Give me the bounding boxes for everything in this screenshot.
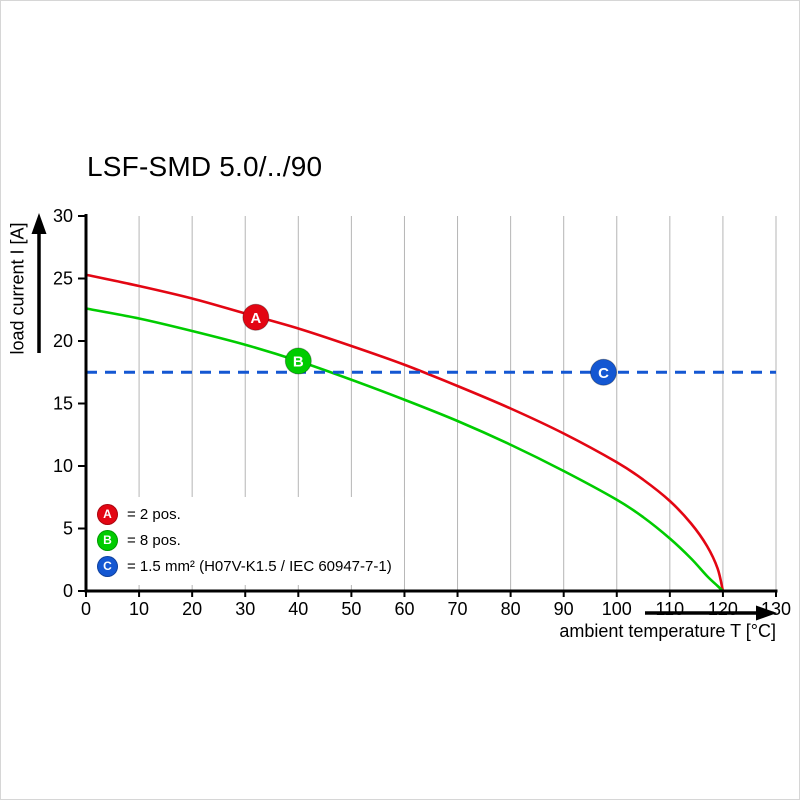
marker-b-badge <box>284 347 312 375</box>
x-tick-label: 100 <box>602 599 632 619</box>
y-tick-label: 0 <box>63 581 73 601</box>
marker-b-letter: B <box>293 354 304 371</box>
series-B-curve <box>84 307 725 593</box>
legend-badge-c-icon: C <box>97 555 118 577</box>
y-tick-label: 20 <box>53 331 73 351</box>
x-tick-label: 30 <box>235 599 255 619</box>
legend-badge-a-icon: A <box>97 503 118 525</box>
chart-title: LSF-SMD 5.0/../90 <box>87 151 323 182</box>
legend-badge-a-letter: A <box>103 507 112 521</box>
legend-badge-b-icon: B <box>97 529 118 551</box>
x-tick-label: 20 <box>182 599 202 619</box>
x-tick-label: 70 <box>448 599 468 619</box>
marker-c-letter: C <box>598 365 609 382</box>
marker-c-badge <box>590 358 617 386</box>
legend-item-a: A = 2 pos. <box>97 501 392 527</box>
legend-label-c: = 1.5 mm² (H07V-K1.5 / IEC 60947-7-1) <box>127 557 392 575</box>
legend-label-a: = 2 pos. <box>127 505 181 523</box>
y-tick-label: 5 <box>63 519 73 539</box>
x-tick-label: 40 <box>288 599 308 619</box>
x-tick-label: 50 <box>341 599 361 619</box>
x-axis-arrow-icon <box>756 605 777 621</box>
x-axis-label: ambient temperature T [°C] <box>559 621 776 641</box>
x-tick-label: 60 <box>394 599 414 619</box>
series-A-curve <box>84 273 725 593</box>
legend-item-b: B = 8 pos. <box>97 527 392 553</box>
y-tick-label: 10 <box>53 456 73 476</box>
x-tick-label: 10 <box>129 599 149 619</box>
y-tick-label: 15 <box>53 394 73 414</box>
y-axis-arrow-icon <box>31 213 47 234</box>
legend-badge-c-letter: C <box>103 559 112 573</box>
legend-badge-b-letter: B <box>103 533 112 547</box>
x-tick-label: 120 <box>708 599 738 619</box>
y-tick-label: 25 <box>53 269 73 289</box>
y-tick-label: 30 <box>53 206 73 226</box>
legend: A = 2 pos. B = 8 pos. C = 1.5 mm² (H07V-… <box>93 497 404 585</box>
x-tick-label: 90 <box>554 599 574 619</box>
marker-a-badge <box>242 303 270 331</box>
legend-label-b: = 8 pos. <box>127 531 181 549</box>
legend-item-c: C = 1.5 mm² (H07V-K1.5 / IEC 60947-7-1) <box>97 553 392 579</box>
marker-a-letter: A <box>250 310 261 327</box>
x-tick-label: 110 <box>655 599 684 619</box>
x-tick-label: 80 <box>501 599 521 619</box>
x-tick-label: 0 <box>81 599 91 619</box>
